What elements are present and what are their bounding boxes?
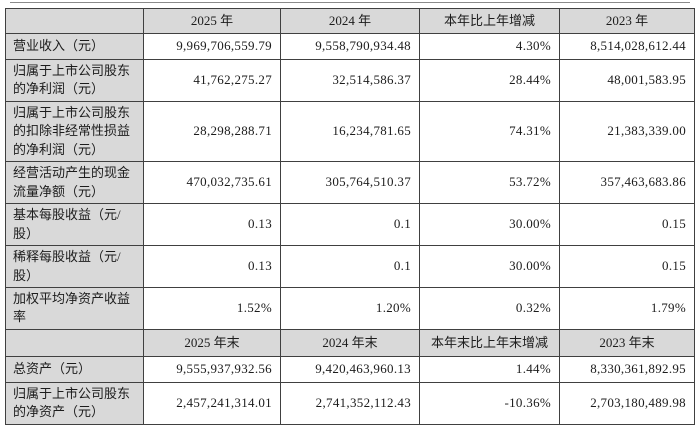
col-header-2024-end: 2024 年末 bbox=[280, 328, 420, 357]
value-2024: 305,764,510.37 bbox=[280, 161, 420, 205]
col-header-2025-end: 2025 年末 bbox=[143, 328, 281, 357]
row-net-profit-excl-nonrecurring: 归属于上市公司股东 的扣除非经常性损益 的净利润（元） 28,298,288.7… bbox=[5, 100, 695, 163]
value-2024: 1.20% bbox=[280, 286, 420, 330]
value-2024: 0.1 bbox=[280, 245, 420, 288]
value-2025: 0.13 bbox=[143, 245, 281, 288]
value-2023: 2,703,180,489.98 bbox=[559, 381, 695, 425]
value-2025: 2,457,241,314.01 bbox=[143, 381, 281, 425]
row-net-assets-attributable: 归属于上市公司股东 的净资产（元） 2,457,241,314.01 2,741… bbox=[5, 381, 695, 425]
row-total-assets: 总资产（元） 9,555,937,932.56 9,420,463,960.13… bbox=[5, 355, 695, 383]
value-2024: 32,514,586.37 bbox=[280, 59, 420, 102]
value-change: 1.44% bbox=[419, 355, 560, 383]
value-2024: 9,558,790,934.48 bbox=[280, 33, 420, 60]
corner-cell bbox=[5, 328, 144, 357]
row-label: 经营活动产生的现金 流量净额（元） bbox=[5, 161, 144, 205]
value-2024: 2,741,352,112.43 bbox=[280, 381, 420, 425]
row-operating-cash-flow: 经营活动产生的现金 流量净额（元） 470,032,735.61 305,764… bbox=[5, 161, 695, 205]
value-2024: 9,420,463,960.13 bbox=[280, 355, 420, 383]
financial-summary-table: 2025 年 2024 年 本年比上年增减 2023 年 营业收入（元） 9,9… bbox=[5, 8, 695, 425]
row-label: 营业收入（元） bbox=[5, 33, 144, 60]
row-label: 归属于上市公司股东 的净利润（元） bbox=[5, 59, 144, 102]
value-2025: 9,969,706,559.79 bbox=[143, 33, 281, 60]
col-header-end-change: 本年末比上年末增减 bbox=[419, 328, 560, 357]
value-change: 30.00% bbox=[419, 203, 560, 247]
row-label: 总资产（元） bbox=[5, 355, 144, 383]
row-label: 基本每股收益（元/ 股） bbox=[5, 203, 144, 247]
value-change: 30.00% bbox=[419, 245, 560, 288]
col-header-2025: 2025 年 bbox=[143, 8, 281, 34]
section2-header-row: 2025 年末 2024 年末 本年末比上年末增减 2023 年末 bbox=[5, 328, 695, 357]
value-2024: 16,234,781.65 bbox=[280, 100, 420, 163]
value-2023: 48,001,583.95 bbox=[559, 59, 695, 102]
col-header-2023-end: 2023 年末 bbox=[559, 328, 695, 357]
row-operating-revenue: 营业收入（元） 9,969,706,559.79 9,558,790,934.4… bbox=[5, 33, 695, 60]
value-change: -10.36% bbox=[419, 381, 560, 425]
col-header-2023: 2023 年 bbox=[559, 8, 695, 34]
value-2025: 41,762,275.27 bbox=[143, 59, 281, 102]
row-label: 归属于上市公司股东 的净资产（元） bbox=[5, 381, 144, 425]
value-2023: 8,330,361,892.95 bbox=[559, 355, 695, 383]
value-2023: 8,514,028,612.44 bbox=[559, 33, 695, 60]
section1-header-row: 2025 年 2024 年 本年比上年增减 2023 年 bbox=[5, 8, 695, 34]
row-basic-eps: 基本每股收益（元/ 股） 0.13 0.1 30.00% 0.15 bbox=[5, 203, 695, 247]
value-2023: 0.15 bbox=[559, 203, 695, 247]
value-2025: 28,298,288.71 bbox=[143, 100, 281, 163]
value-change: 53.72% bbox=[419, 161, 560, 205]
value-2025: 470,032,735.61 bbox=[143, 161, 281, 205]
col-header-2024: 2024 年 bbox=[280, 8, 420, 34]
row-label: 加权平均净资产收益 率 bbox=[5, 286, 144, 330]
value-2024: 0.1 bbox=[280, 203, 420, 247]
value-2023: 1.79% bbox=[559, 286, 695, 330]
value-2025: 1.52% bbox=[143, 286, 281, 330]
row-weighted-avg-roe: 加权平均净资产收益 率 1.52% 1.20% 0.32% 1.79% bbox=[5, 286, 695, 330]
row-diluted-eps: 稀释每股收益（元/ 股） 0.13 0.1 30.00% 0.15 bbox=[5, 245, 695, 288]
value-change: 28.44% bbox=[419, 59, 560, 102]
value-change: 0.32% bbox=[419, 286, 560, 330]
value-2025: 9,555,937,932.56 bbox=[143, 355, 281, 383]
value-change: 4.30% bbox=[419, 33, 560, 60]
row-label: 稀释每股收益（元/ 股） bbox=[5, 245, 144, 288]
value-change: 74.31% bbox=[419, 100, 560, 163]
value-2025: 0.13 bbox=[143, 203, 281, 247]
row-label: 归属于上市公司股东 的扣除非经常性损益 的净利润（元） bbox=[5, 100, 144, 163]
corner-cell bbox=[5, 8, 144, 34]
value-2023: 21,383,339.00 bbox=[559, 100, 695, 163]
row-net-profit-attributable: 归属于上市公司股东 的净利润（元） 41,762,275.27 32,514,5… bbox=[5, 59, 695, 102]
col-header-yoy-change: 本年比上年增减 bbox=[419, 8, 560, 34]
value-2023: 0.15 bbox=[559, 245, 695, 288]
value-2023: 357,463,683.86 bbox=[559, 161, 695, 205]
top-divider-rule bbox=[10, 2, 690, 3]
